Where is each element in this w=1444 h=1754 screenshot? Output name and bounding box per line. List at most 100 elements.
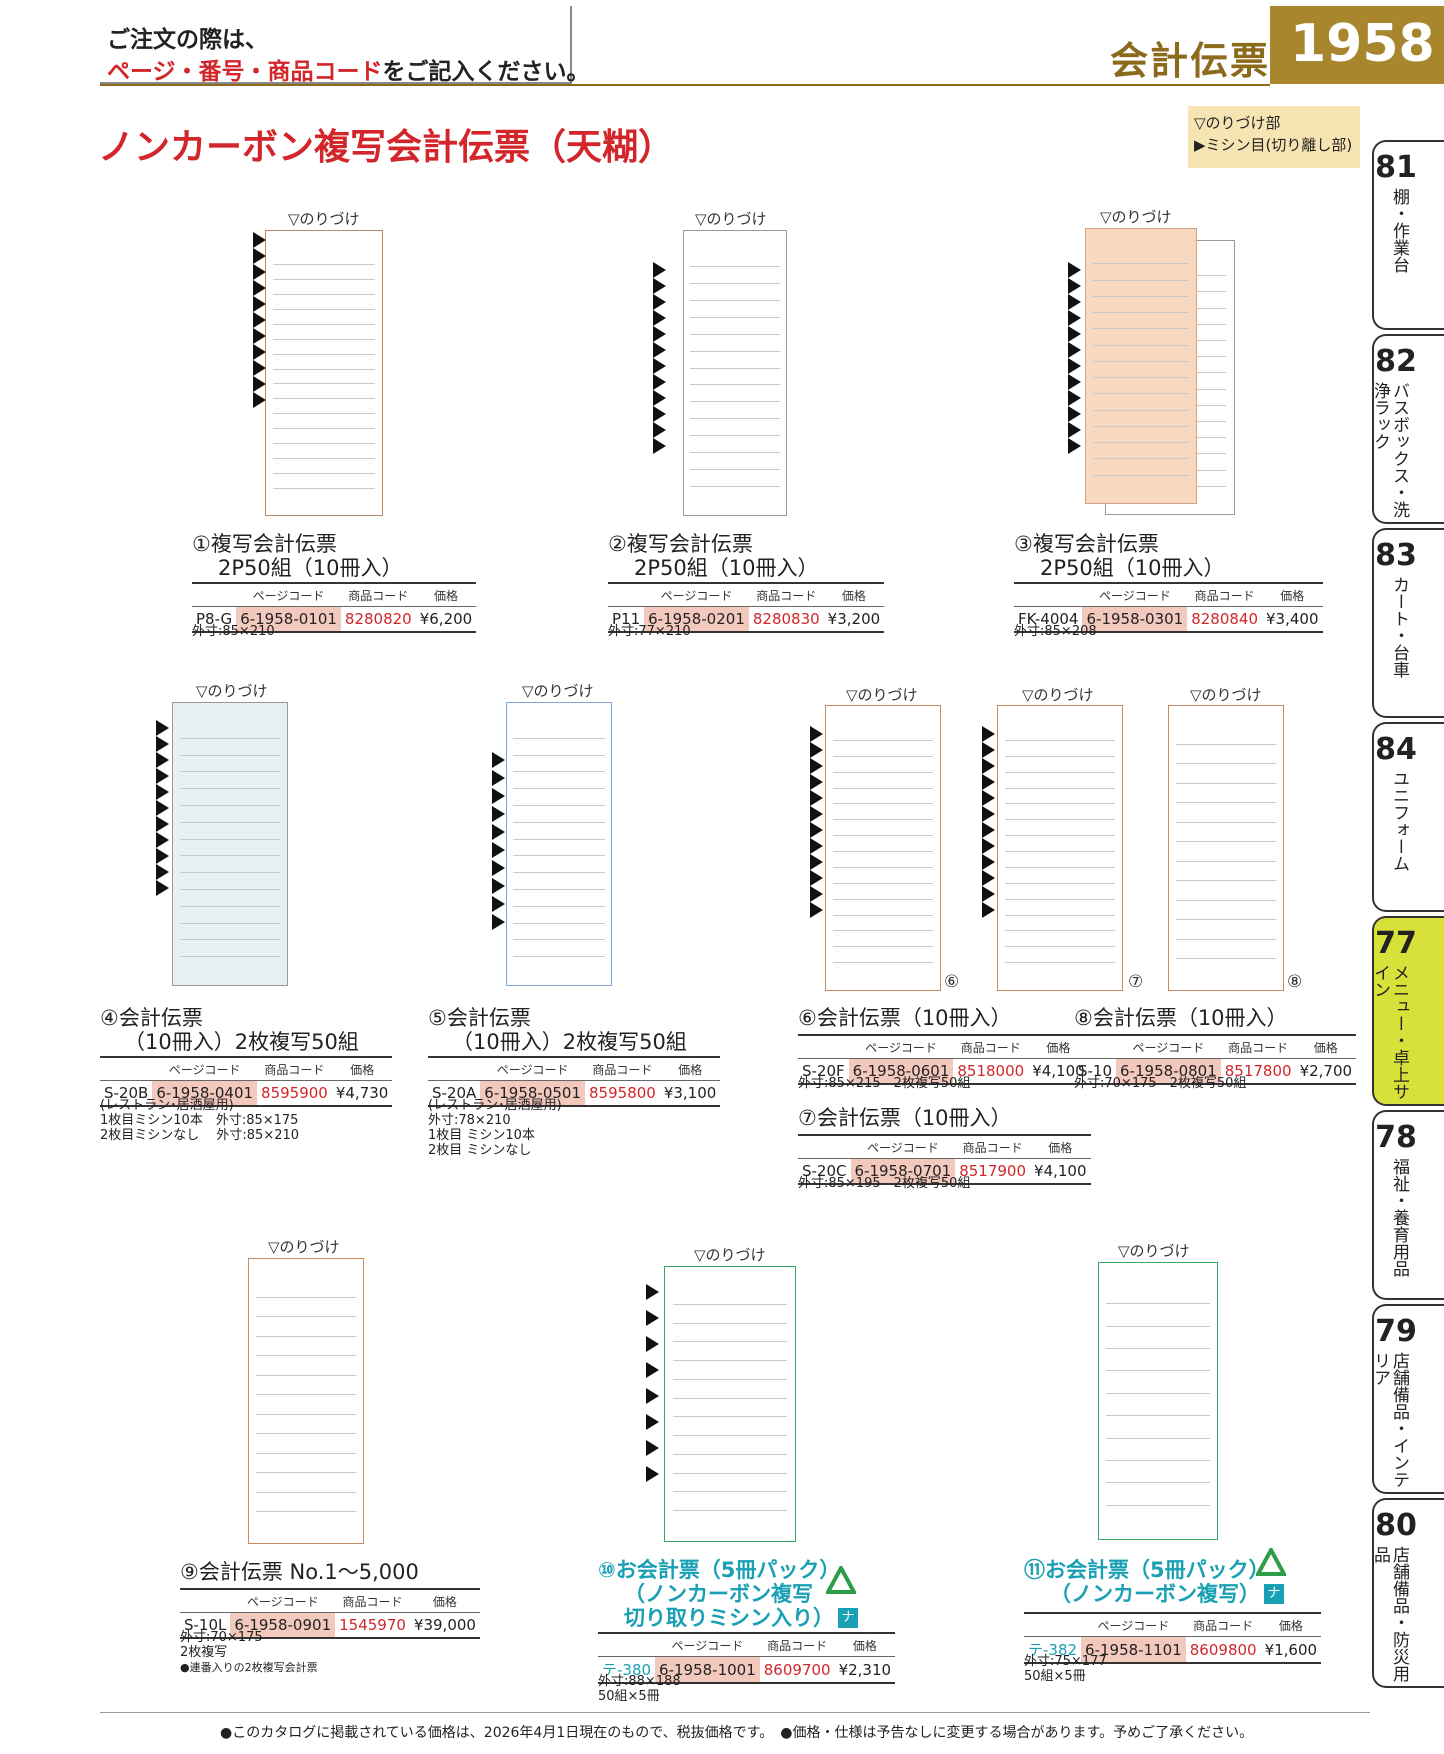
form-ruled-line bbox=[255, 1414, 357, 1415]
note-line: 1枚目ミシン10本 外寸:85×175 bbox=[100, 1113, 299, 1128]
form-ruled-line bbox=[513, 939, 605, 940]
form-ruled-line bbox=[672, 1491, 788, 1492]
glue-label: ▽のりづけ bbox=[694, 1246, 766, 1264]
goods-code: 1545970 bbox=[335, 1612, 410, 1639]
perforation-marker bbox=[810, 886, 823, 902]
form-ruled-line bbox=[672, 1323, 788, 1324]
side-tab-84[interactable]: 84 ユニフォーム bbox=[1372, 722, 1444, 912]
form-ruled-line bbox=[690, 300, 780, 301]
order-notice-rest: をご記入ください。 bbox=[382, 59, 590, 85]
col-page-code: ページコード bbox=[236, 582, 341, 607]
perforation-marker bbox=[1068, 326, 1081, 342]
form-ruled-line bbox=[832, 803, 934, 804]
goods-code: 8517900 bbox=[955, 1158, 1031, 1185]
perforation-marker bbox=[653, 358, 666, 374]
perforation-marker bbox=[810, 790, 823, 806]
side-tab-79[interactable]: 79 店舗備品・インテリア bbox=[1370, 1304, 1444, 1494]
form-ruled-line bbox=[1005, 962, 1115, 963]
footer-divider bbox=[100, 1712, 1370, 1713]
form-ruled-line bbox=[832, 772, 934, 773]
col-goods-code: 商品コード bbox=[748, 582, 824, 607]
form-ruled-line bbox=[179, 956, 281, 957]
perforation-marker bbox=[982, 774, 995, 790]
note-line: 50組×5冊 bbox=[1024, 1669, 1086, 1684]
perforation-marker bbox=[156, 832, 169, 848]
perforation-marker bbox=[646, 1362, 659, 1378]
form-ruled-line bbox=[832, 740, 934, 741]
page-code: 6-1958-0701 bbox=[850, 1158, 956, 1185]
form-ruled-line bbox=[832, 930, 934, 931]
form-ruled-line bbox=[272, 413, 376, 414]
form-ruled-line bbox=[1175, 744, 1277, 745]
form-ruled-line bbox=[179, 855, 281, 856]
form-ruled-line bbox=[513, 872, 605, 873]
goods-code: 8609800 bbox=[1185, 1636, 1261, 1664]
perforation-marker bbox=[253, 312, 266, 328]
page-code: 6-1958-0901 bbox=[230, 1612, 336, 1639]
form-ruled-line bbox=[513, 771, 605, 772]
note-line: ●連番入りの2枚複写会計票 bbox=[180, 1661, 318, 1674]
goods-code: 8280820 bbox=[340, 606, 416, 633]
form-ruled-line bbox=[1106, 1438, 1210, 1439]
perforation-marker bbox=[1068, 278, 1081, 294]
perforation-marker bbox=[982, 902, 995, 918]
form-image-7 bbox=[997, 705, 1123, 991]
form-ruled-line bbox=[513, 788, 605, 789]
product-name-line1: ⑤会計伝票 bbox=[428, 1006, 531, 1030]
form-ruled-line bbox=[272, 398, 376, 399]
col-goods-code: 商品コード bbox=[1187, 582, 1263, 607]
form-ruled-line bbox=[690, 351, 780, 352]
product-table: ページコード 商品コード 価格 FK-4004 6-1958-0301 8280840 ¥3… bbox=[1014, 582, 1323, 633]
legend-glue: ▽のりづけ部 bbox=[1194, 114, 1281, 132]
perforation-marker bbox=[810, 838, 823, 854]
col-page-code: ページコード bbox=[1116, 1034, 1221, 1059]
form-ruled-line bbox=[1106, 1482, 1210, 1483]
form-ruled-line bbox=[1005, 772, 1115, 773]
page-code: 6-1958-0501 bbox=[480, 1080, 586, 1107]
form-ruled-line bbox=[255, 1453, 357, 1454]
form-ruled-line bbox=[832, 756, 934, 757]
form-ruled-line bbox=[832, 946, 934, 947]
perforation-marker bbox=[810, 870, 823, 886]
perforation-marker bbox=[156, 720, 169, 736]
perforation-marker bbox=[982, 790, 995, 806]
form-ruled-line bbox=[1092, 442, 1190, 443]
note-line: 外寸:70×175 bbox=[180, 1630, 263, 1645]
form-ruled-line bbox=[1092, 328, 1190, 329]
form-ruled-line bbox=[690, 266, 780, 267]
col-goods-code: 商品コード bbox=[340, 582, 416, 607]
side-tab-83[interactable]: 83 カート・台車 bbox=[1372, 528, 1444, 718]
product-table: ページコード 商品コード 価格 P11 6-1958-0201 8280830 ¥3,200 bbox=[608, 582, 885, 633]
perforation-marker bbox=[982, 838, 995, 854]
price: ¥3,200 bbox=[823, 606, 885, 633]
price: ¥1,600 bbox=[1260, 1636, 1322, 1664]
col-price: 価格 bbox=[1295, 1034, 1357, 1059]
perforation-marker bbox=[982, 726, 995, 742]
order-notice-line1: ご注文の際は、 bbox=[107, 27, 268, 53]
perforation-marker bbox=[1068, 406, 1081, 422]
side-tab-num: 77 bbox=[1375, 926, 1417, 961]
model-number: テ-380 bbox=[598, 1656, 656, 1684]
form-ruled-line bbox=[1106, 1348, 1210, 1349]
side-tab-80[interactable]: 80 店舗備品・防災用品 bbox=[1370, 1498, 1444, 1688]
form-ruled-line bbox=[690, 334, 780, 335]
side-tab-label: 店舗備品・インテリア bbox=[1370, 1352, 1409, 1488]
form-image-8 bbox=[1168, 705, 1284, 991]
form-ruled-line bbox=[272, 369, 376, 370]
glue-label: ▽のりづけ bbox=[1100, 208, 1172, 226]
perforation-marker bbox=[653, 342, 666, 358]
col-goods-code: 商品コード bbox=[1185, 1612, 1261, 1637]
side-tab-77[interactable]: 77 メニュー・卓上サイン bbox=[1370, 916, 1444, 1106]
form-ruled-line bbox=[255, 1394, 357, 1395]
price: ¥2,310 bbox=[834, 1656, 896, 1684]
perforation-marker bbox=[253, 328, 266, 344]
side-tab-81[interactable]: 81 棚・作業台 bbox=[1372, 140, 1444, 330]
form-ruled-line bbox=[272, 428, 376, 429]
perforation-marker bbox=[810, 726, 823, 742]
side-tab-82[interactable]: 82 バスボックス・洗浄ラック bbox=[1370, 334, 1444, 524]
side-tab-num: 79 bbox=[1375, 1314, 1417, 1349]
perforation-marker bbox=[253, 280, 266, 296]
side-tab-78[interactable]: 78 福祉・養育用品 bbox=[1372, 1110, 1444, 1300]
product-table: ページコード 商品コード 価格 P8-G 6-1958-0101 8280820 ¥6,20… bbox=[192, 582, 477, 633]
perforation-marker bbox=[156, 848, 169, 864]
